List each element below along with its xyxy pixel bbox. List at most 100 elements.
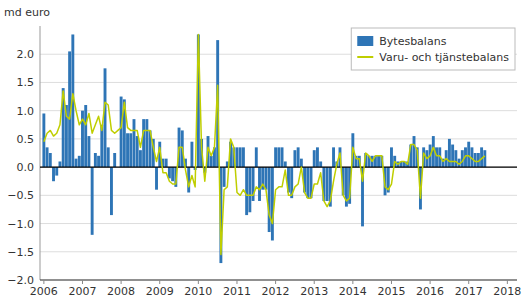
x-tick xyxy=(43,280,44,284)
bar xyxy=(78,156,81,167)
bar xyxy=(190,142,193,167)
x-tick-label: 2008 xyxy=(107,285,135,298)
bar xyxy=(451,145,454,168)
bar xyxy=(483,150,486,167)
bar xyxy=(281,147,284,167)
grid-line xyxy=(40,82,517,83)
bar xyxy=(126,133,129,167)
bar xyxy=(258,167,261,201)
bar xyxy=(248,167,251,212)
x-tick xyxy=(236,280,237,284)
x-tick-label: 2009 xyxy=(146,285,174,298)
y-tick-label: 1.5 xyxy=(17,76,35,89)
bar xyxy=(84,105,87,167)
bar xyxy=(242,147,245,167)
bar xyxy=(129,133,132,167)
x-tick-label: 2015 xyxy=(377,285,405,298)
x-tick xyxy=(314,280,315,284)
x-tick xyxy=(159,280,160,284)
bar xyxy=(223,167,226,187)
y-tick-label: 0.5 xyxy=(17,133,35,146)
bar xyxy=(313,150,316,167)
x-tick-label: 2011 xyxy=(223,285,251,298)
grid-line xyxy=(40,280,517,281)
bar xyxy=(274,147,277,167)
bar xyxy=(245,167,248,215)
zero-line xyxy=(40,167,517,168)
bar xyxy=(377,156,380,167)
bar xyxy=(277,147,280,167)
bar xyxy=(55,167,58,175)
bar xyxy=(94,153,97,167)
bar xyxy=(236,147,239,167)
bar xyxy=(319,161,322,167)
bar xyxy=(136,136,139,167)
x-tick-label: 2016 xyxy=(416,285,444,298)
bar xyxy=(91,167,94,235)
x-tick-label: 2007 xyxy=(68,285,96,298)
x-tick-label: 2013 xyxy=(300,285,328,298)
x-tick-label: 2017 xyxy=(455,285,483,298)
y-tick-label: 0.0 xyxy=(17,161,35,174)
bar xyxy=(467,142,470,167)
y-tick-label: −0.5 xyxy=(7,189,34,202)
bar xyxy=(435,147,438,167)
bar xyxy=(171,167,174,181)
x-tick xyxy=(468,280,469,284)
bar xyxy=(107,147,110,167)
x-tick xyxy=(198,280,199,284)
bar xyxy=(113,153,116,167)
y-axis-label: md euro xyxy=(4,6,50,19)
y-axis-line xyxy=(40,26,41,280)
x-tick-label: 2018 xyxy=(493,285,521,298)
x-tick-label: 2010 xyxy=(184,285,212,298)
bar xyxy=(332,147,335,167)
bar xyxy=(326,167,329,201)
grid-line xyxy=(40,251,517,252)
bar xyxy=(210,156,213,167)
bar xyxy=(145,119,148,167)
chart: −2.0−1.5−1.0−0.50.00.51.01.52.0200620072… xyxy=(0,0,529,302)
x-tick-label: 2014 xyxy=(339,285,367,298)
bar xyxy=(139,150,142,167)
bar xyxy=(155,167,158,190)
bar xyxy=(97,156,100,167)
legend-swatch xyxy=(357,36,373,46)
bar xyxy=(448,139,451,167)
legend-label: Varu- och tjänstebalans xyxy=(379,51,509,64)
y-tick-label: −1.5 xyxy=(7,246,34,259)
x-axis-line xyxy=(40,280,517,281)
bar xyxy=(268,167,271,232)
bar xyxy=(390,147,393,167)
grid xyxy=(40,54,517,280)
legend-box xyxy=(351,28,515,70)
bar xyxy=(264,167,267,190)
x-tick xyxy=(352,280,353,284)
y-tick-label: −1.0 xyxy=(7,218,34,231)
x-tick xyxy=(82,280,83,284)
bar xyxy=(110,167,113,215)
x-tick xyxy=(121,280,122,284)
bar xyxy=(306,167,309,198)
legend-label: Bytesbalans xyxy=(379,35,446,48)
bar xyxy=(49,153,52,167)
bar xyxy=(142,119,145,167)
bar xyxy=(46,147,49,167)
y-tick-label: 2.0 xyxy=(17,48,35,61)
bar xyxy=(316,147,319,167)
legend-swatch xyxy=(357,56,373,58)
bar xyxy=(75,159,78,167)
x-tick xyxy=(507,280,508,284)
bar xyxy=(133,119,136,167)
bar xyxy=(293,150,296,167)
bar xyxy=(239,147,242,167)
x-tick xyxy=(391,280,392,284)
x-tick xyxy=(275,280,276,284)
bar xyxy=(454,150,457,167)
bar xyxy=(52,167,55,181)
bar xyxy=(284,161,287,167)
grid-line xyxy=(40,167,517,168)
bar xyxy=(297,147,300,167)
x-tick-label: 2006 xyxy=(30,285,58,298)
bar xyxy=(413,136,416,167)
